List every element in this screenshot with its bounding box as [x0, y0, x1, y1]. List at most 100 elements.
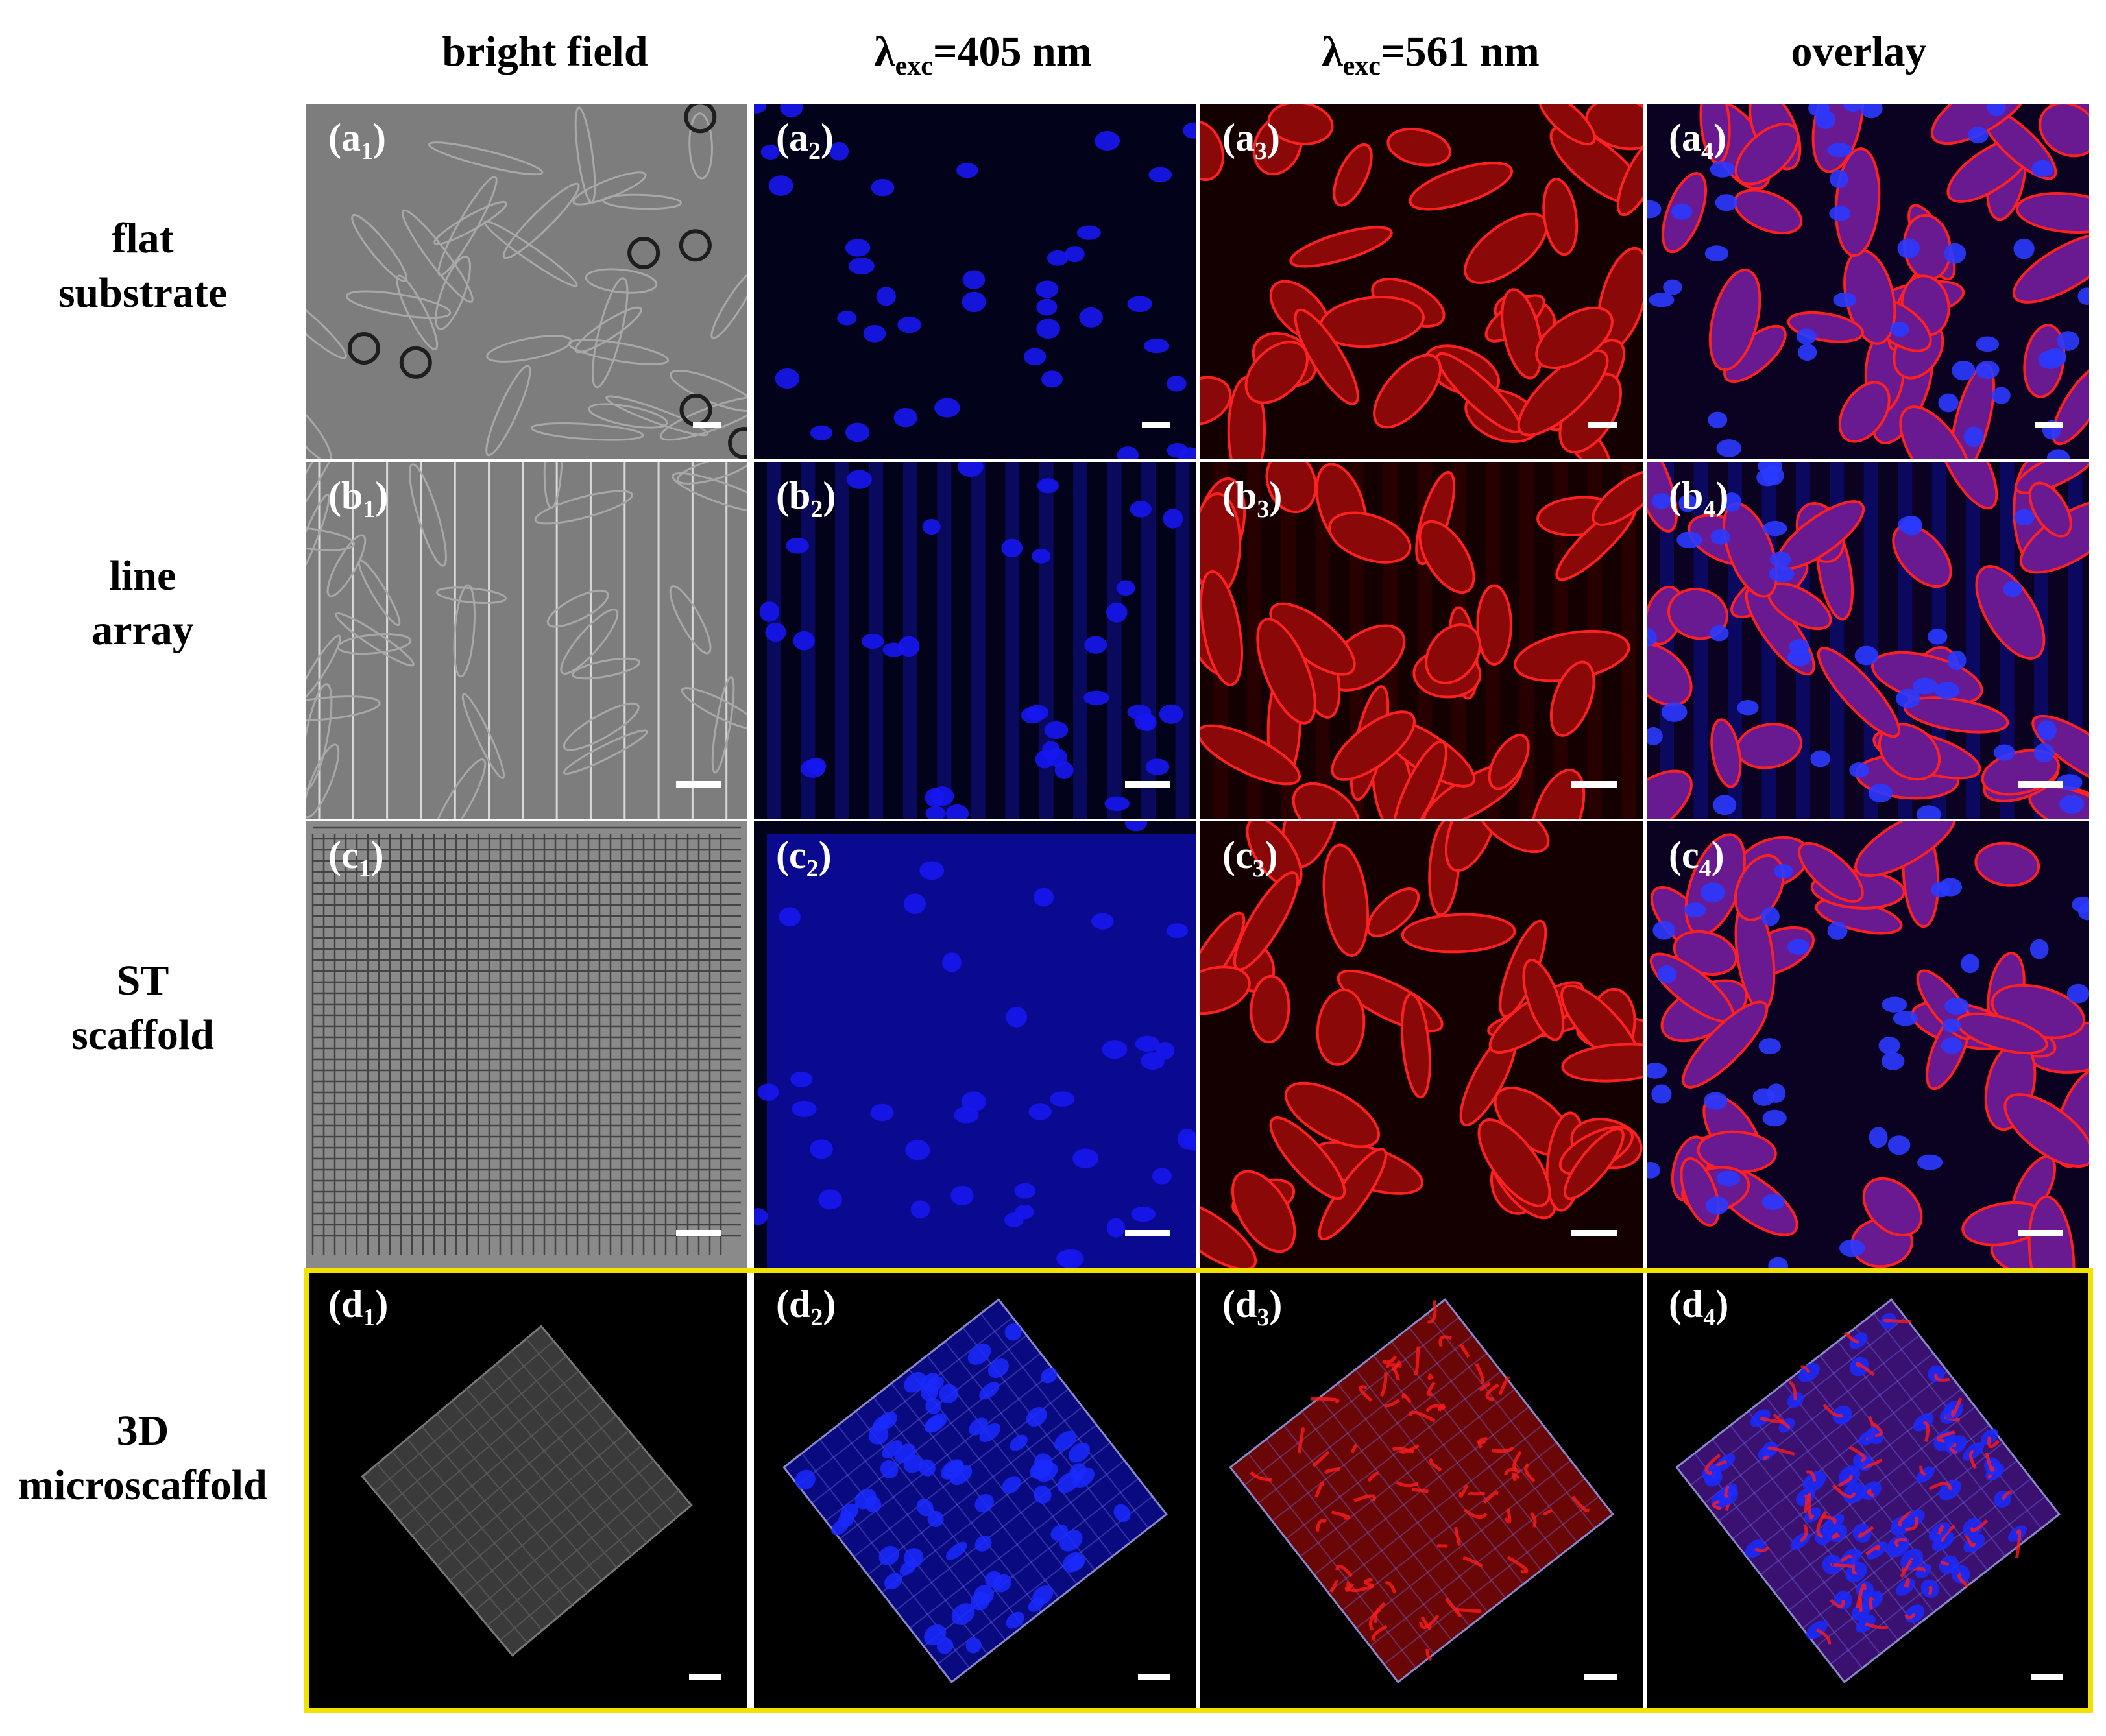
micrograph-panel-d3: (d3)	[1200, 1270, 1643, 1711]
column-header-561nm: λexc=561 nm	[1207, 13, 1654, 91]
lambda-symbol: λ	[874, 28, 895, 75]
column-header-bright-field: bright field	[442, 28, 648, 75]
panel-label: (c1)	[328, 833, 384, 883]
panel-letter: b	[341, 474, 363, 517]
row-label-flat-substrate: flat substrate	[0, 211, 285, 320]
row-label-line2: array	[91, 607, 194, 654]
panel-letter: b	[1681, 474, 1704, 517]
row-label-st-scaffold: ST scaffold	[0, 954, 285, 1063]
panel-label-close: )	[1269, 1283, 1283, 1325]
panel-label-close: )	[823, 474, 836, 517]
panel-label-open: (	[1669, 1283, 1682, 1325]
lambda-subscript: exc	[1342, 51, 1381, 82]
scale-bar	[693, 422, 721, 428]
lambda-subscript: exc	[895, 51, 933, 82]
scale-bar	[1571, 781, 1617, 788]
scale-bar	[2018, 781, 2063, 788]
micrograph-panel-a3: (a3)	[1200, 104, 1643, 459]
row-label-line1: 3D	[116, 1407, 169, 1454]
panel-index: 1	[363, 496, 376, 523]
micrograph-image	[306, 462, 747, 819]
micrograph-panel-c2: (c2)	[754, 821, 1196, 1268]
panel-letter: d	[1681, 1283, 1704, 1325]
micrograph-image	[1200, 821, 1643, 1268]
scale-bar	[2035, 422, 2063, 428]
panel-label: (b1)	[328, 474, 388, 524]
panel-label-close: )	[375, 474, 389, 517]
micrograph-image	[306, 821, 747, 1268]
micrograph-panel-d2: (d2)	[754, 1270, 1196, 1711]
panel-index: 4	[1703, 1304, 1716, 1331]
row-label-line1: flat	[112, 215, 174, 262]
panel-index: 3	[1257, 1304, 1270, 1331]
panel-index: 4	[1703, 496, 1716, 523]
panel-letter: a	[1235, 116, 1255, 159]
panel-label-open: (	[1669, 116, 1682, 159]
micrograph-panel-d1: (d1)	[306, 1270, 747, 1711]
panel-index: 2	[806, 855, 819, 882]
micrograph-panel-b1: (b1)	[306, 462, 747, 819]
panel-letter: c	[788, 834, 806, 876]
micrograph-panel-c1: (c1)	[306, 821, 747, 1268]
panel-letter: d	[1235, 1283, 1257, 1325]
panel-label: (a1)	[328, 115, 386, 165]
micrograph-image	[754, 104, 1196, 459]
panel-letter: c	[1235, 834, 1253, 876]
scale-bar	[1125, 781, 1170, 788]
panel-label-close: )	[1715, 474, 1729, 517]
panel-letter: a	[341, 116, 361, 159]
panel-label: (a4)	[1669, 115, 1726, 165]
micrograph-image	[1200, 104, 1643, 459]
panel-label-open: (	[776, 1283, 789, 1325]
panel-label-close: )	[1715, 1283, 1729, 1325]
micrograph-image	[1647, 462, 2089, 819]
row-label-line1: ST	[116, 957, 169, 1004]
panel-label-open: (	[1222, 116, 1235, 159]
panel-index: 4	[1699, 855, 1712, 882]
panel-label: (d3)	[1222, 1282, 1282, 1332]
panel-label: (b3)	[1222, 474, 1282, 524]
scale-bar	[1138, 1674, 1170, 1680]
scale-bar	[1588, 422, 1617, 428]
panel-letter: a	[1681, 116, 1701, 159]
panel-label: (c2)	[776, 833, 832, 883]
lambda-symbol: λ	[1322, 28, 1343, 75]
scale-bar	[1571, 1230, 1617, 1236]
panel-index: 1	[363, 1304, 376, 1331]
panel-label-open: (	[776, 474, 789, 517]
panel-label-close: )	[375, 1283, 389, 1325]
row-label-line1: line	[109, 552, 176, 599]
micrograph-image	[1647, 104, 2089, 459]
panel-letter: b	[788, 474, 811, 517]
panel-letter: d	[341, 1283, 363, 1325]
micrograph-panel-a2: (a2)	[754, 104, 1196, 459]
panel-label: (d1)	[328, 1282, 388, 1332]
panel-label-open: (	[1222, 1283, 1235, 1325]
panel-index: 3	[1252, 855, 1265, 882]
row-label-line-array: line array	[0, 549, 285, 658]
scale-bar	[2018, 1230, 2063, 1236]
panel-label-open: (	[1222, 834, 1235, 876]
micrograph-image	[1200, 1270, 1643, 1711]
micrograph-panel-a1: (a1)	[306, 104, 747, 459]
panel-letter: d	[788, 1283, 811, 1325]
panel-index: 4	[1701, 138, 1713, 165]
scale-bar	[689, 1674, 721, 1680]
panel-letter: c	[341, 834, 359, 876]
panel-label-open: (	[776, 116, 789, 159]
panel-label: (d4)	[1669, 1282, 1728, 1332]
scale-bar	[676, 781, 721, 788]
micrograph-panel-a4: (a4)	[1647, 104, 2089, 459]
micrograph-panel-b2: (b2)	[754, 462, 1196, 819]
panel-letter: a	[788, 116, 808, 159]
panel-label-close: )	[820, 116, 834, 159]
panel-label-close: )	[1269, 474, 1283, 517]
panel-index: 3	[1254, 138, 1267, 165]
micrograph-image	[306, 104, 747, 459]
panel-label: (a3)	[1222, 115, 1280, 165]
row-label-3d-microscaffold: 3D microscaffold	[0, 1404, 285, 1513]
panel-label-open: (	[328, 1283, 341, 1325]
panel-label-open: (	[328, 474, 341, 517]
panel-label-open: (	[1222, 474, 1235, 517]
micrograph-panel-c4: (c4)	[1647, 821, 2089, 1268]
